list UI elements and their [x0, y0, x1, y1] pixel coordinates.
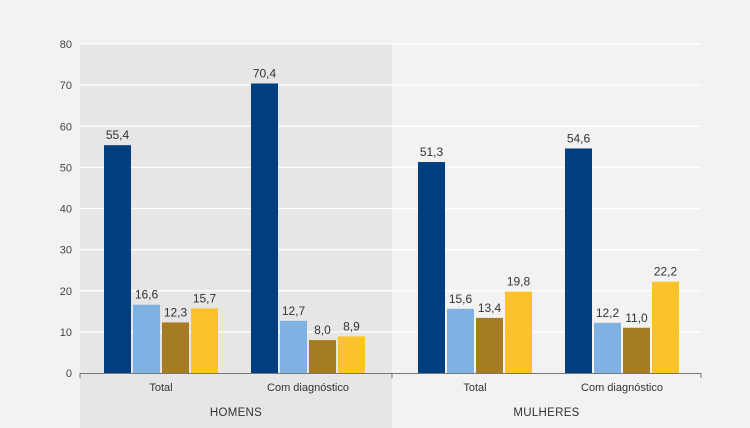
y-tick-label: 0 [66, 368, 72, 380]
bar [338, 336, 365, 373]
category-label: Com diagnóstico [581, 382, 663, 394]
data-label: 15,6 [449, 292, 473, 306]
data-label: 16,6 [135, 288, 159, 302]
x-axis [79, 373, 702, 378]
y-tick-label: 60 [60, 121, 72, 133]
data-label: 12,2 [596, 306, 620, 320]
data-label: 22,2 [654, 265, 678, 279]
data-label: 12,7 [282, 304, 306, 318]
data-label: 54,6 [567, 131, 591, 145]
y-tick-label: 70 [60, 80, 72, 92]
bar [162, 322, 189, 373]
group-label: HOMENS [210, 407, 262, 419]
bar [309, 340, 336, 373]
bar [133, 304, 160, 373]
data-label: 11,0 [625, 311, 648, 325]
bar [505, 291, 532, 373]
data-label: 8,9 [343, 319, 360, 333]
y-tick-label: 40 [60, 204, 72, 216]
category-label: Total [463, 382, 486, 394]
bar [104, 145, 131, 373]
bar [623, 327, 650, 373]
data-label: 15,7 [193, 291, 217, 305]
data-labels: 55,4 16,6 12,3 15,7 70,4 12,7 8,0 8,9 51,3 15,6 13… [106, 66, 678, 337]
data-label: 12,3 [164, 305, 188, 319]
bar [418, 162, 445, 373]
y-tick-label: 10 [60, 327, 72, 339]
bar [251, 83, 278, 373]
data-label: 19,8 [507, 275, 531, 289]
y-tick-label: 30 [60, 245, 72, 257]
bar [594, 322, 621, 373]
bar [191, 308, 218, 373]
bar [565, 148, 592, 373]
y-tick-label: 80 [60, 39, 72, 51]
y-tick-label: 50 [60, 162, 72, 174]
data-label: 51,3 [420, 145, 444, 159]
category-labels: Total Com diagnóstico Total Com diagnóstico [149, 382, 663, 394]
bar [476, 317, 503, 373]
category-label: Total [149, 382, 172, 394]
bars [104, 83, 679, 373]
data-label: 55,4 [106, 128, 130, 142]
group-label: MULHERES [513, 407, 579, 419]
y-axis-ticks: 0 10 20 30 40 50 60 70 80 [60, 39, 72, 380]
category-label: Com diagnóstico [267, 382, 349, 394]
bar [652, 281, 679, 373]
bar [447, 308, 474, 373]
data-label: 8,0 [314, 323, 331, 337]
group-labels: HOMENS MULHERES [210, 407, 580, 419]
y-tick-label: 20 [60, 286, 72, 298]
data-label: 13,4 [478, 301, 502, 315]
data-label: 70,4 [253, 66, 277, 80]
bar [280, 320, 307, 373]
